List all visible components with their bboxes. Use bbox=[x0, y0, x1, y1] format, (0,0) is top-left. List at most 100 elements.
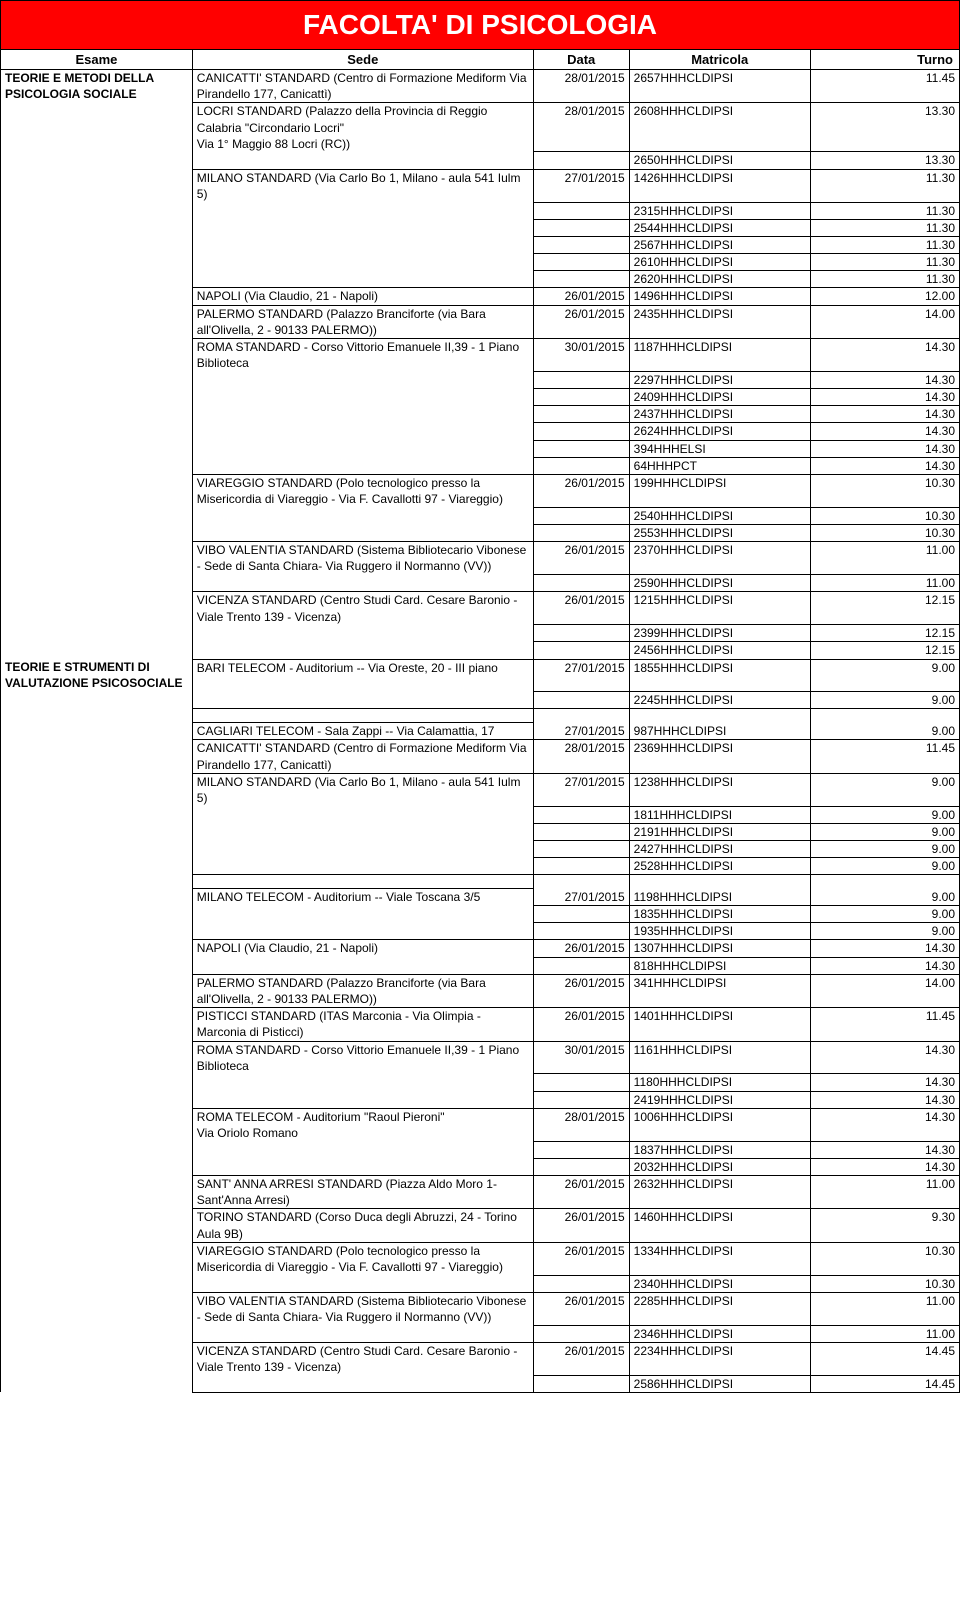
turno-cell: 11.30 bbox=[810, 219, 959, 236]
exam-name-cell bbox=[1, 642, 193, 659]
exam-name-cell bbox=[1, 1242, 193, 1275]
venue-cell: ROMA STANDARD - Corso Vittorio Emanuele … bbox=[192, 339, 533, 372]
table-row: 2456HHHCLDIPSI12.15 bbox=[1, 642, 960, 659]
date-cell: 28/01/2015 bbox=[533, 70, 629, 103]
venue-cell bbox=[192, 625, 533, 642]
exam-name-cell bbox=[1, 1209, 193, 1242]
table-row: PALERMO STANDARD (Palazzo Branciforte (v… bbox=[1, 974, 960, 1007]
turno-cell: 11.30 bbox=[810, 271, 959, 288]
turno-cell: 14.30 bbox=[810, 957, 959, 974]
venue-cell: MILANO STANDARD (Via Carlo Bo 1, Milano … bbox=[192, 169, 533, 202]
table-row: 64HHHPCT14.30 bbox=[1, 457, 960, 474]
date-cell bbox=[533, 457, 629, 474]
turno-cell: 11.30 bbox=[810, 236, 959, 253]
matricola-cell: 2632HHHCLDIPSI bbox=[629, 1176, 810, 1209]
turno-cell: 12.15 bbox=[810, 592, 959, 625]
venue-cell: VIBO VALENTIA STANDARD (Sistema Bibliote… bbox=[192, 1292, 533, 1325]
turno-cell: 12.15 bbox=[810, 625, 959, 642]
turno-cell: 9.00 bbox=[810, 773, 959, 806]
table-row: 2409HHHCLDIPSI14.30 bbox=[1, 389, 960, 406]
venue-cell: ROMA STANDARD - Corso Vittorio Emanuele … bbox=[192, 1041, 533, 1074]
venue-cell bbox=[192, 858, 533, 875]
venue-cell: NAPOLI (Via Claudio, 21 - Napoli) bbox=[192, 940, 533, 957]
venue-cell bbox=[192, 236, 533, 253]
matricola-cell: 2409HHHCLDIPSI bbox=[629, 389, 810, 406]
turno-cell: 14.30 bbox=[810, 423, 959, 440]
date-cell: 26/01/2015 bbox=[533, 475, 629, 508]
venue-cell bbox=[192, 1141, 533, 1158]
page-title: FACOLTA' DI PSICOLOGIA bbox=[0, 0, 960, 49]
matricola-cell: 1161HHHCLDIPSI bbox=[629, 1041, 810, 1074]
matricola-cell: 1334HHHCLDIPSI bbox=[629, 1242, 810, 1275]
date-cell bbox=[533, 389, 629, 406]
table-row: 2544HHHCLDIPSI11.30 bbox=[1, 219, 960, 236]
matricola-cell: 1238HHHCLDIPSI bbox=[629, 773, 810, 806]
exam-name-cell bbox=[1, 1325, 193, 1342]
table-row: 2399HHHCLDIPSI12.15 bbox=[1, 625, 960, 642]
matricola-cell: 2245HHHCLDIPSI bbox=[629, 691, 810, 708]
table-row: VICENZA STANDARD (Centro Studi Card. Ces… bbox=[1, 1342, 960, 1375]
turno-cell: 14.30 bbox=[810, 339, 959, 372]
venue-cell bbox=[192, 406, 533, 423]
turno-cell: 14.30 bbox=[810, 457, 959, 474]
table-row: PISTICCI STANDARD (ITAS Marconia - Via O… bbox=[1, 1008, 960, 1041]
venue-cell: VIAREGGIO STANDARD (Polo tecnologico pre… bbox=[192, 475, 533, 508]
venue-cell bbox=[192, 1375, 533, 1392]
table-row: VICENZA STANDARD (Centro Studi Card. Ces… bbox=[1, 592, 960, 625]
date-cell bbox=[533, 271, 629, 288]
matricola-cell: 818HHHCLDIPSI bbox=[629, 957, 810, 974]
exam-name-cell bbox=[1, 823, 193, 840]
date-cell: 27/01/2015 bbox=[533, 659, 629, 691]
exam-name-cell bbox=[1, 254, 193, 271]
date-cell: 27/01/2015 bbox=[533, 773, 629, 806]
exam-name-cell bbox=[1, 219, 193, 236]
table-row: 2540HHHCLDIPSI10.30 bbox=[1, 507, 960, 524]
turno-cell: 14.30 bbox=[810, 1141, 959, 1158]
venue-cell bbox=[192, 202, 533, 219]
exam-name-cell bbox=[1, 1041, 193, 1074]
table-row: VIAREGGIO STANDARD (Polo tecnologico pre… bbox=[1, 1242, 960, 1275]
date-cell bbox=[533, 806, 629, 823]
table-row: 818HHHCLDIPSI14.30 bbox=[1, 957, 960, 974]
exam-name-cell bbox=[1, 475, 193, 508]
date-cell bbox=[533, 575, 629, 592]
exam-name-cell bbox=[1, 1158, 193, 1175]
turno-cell: 14.30 bbox=[810, 406, 959, 423]
spacer-row bbox=[1, 875, 960, 889]
exam-name-cell bbox=[1, 691, 193, 708]
matricola-cell: 2657HHHCLDIPSI bbox=[629, 70, 810, 103]
date-cell bbox=[533, 202, 629, 219]
table-row: 2567HHHCLDIPSI11.30 bbox=[1, 236, 960, 253]
table-row: VIBO VALENTIA STANDARD (Sistema Bibliote… bbox=[1, 542, 960, 575]
turno-cell: 11.45 bbox=[810, 70, 959, 103]
matricola-cell: 2553HHHCLDIPSI bbox=[629, 525, 810, 542]
table-row: TEORIE E METODI DELLA PSICOLOGIA SOCIALE… bbox=[1, 70, 960, 103]
date-cell: 26/01/2015 bbox=[533, 592, 629, 625]
table-row: 2437HHHCLDIPSI14.30 bbox=[1, 406, 960, 423]
table-row: NAPOLI (Via Claudio, 21 - Napoli)26/01/2… bbox=[1, 288, 960, 305]
venue-cell: MILANO STANDARD (Via Carlo Bo 1, Milano … bbox=[192, 773, 533, 806]
date-cell: 27/01/2015 bbox=[533, 723, 629, 740]
turno-cell: 10.30 bbox=[810, 475, 959, 508]
matricola-cell: 1935HHHCLDIPSI bbox=[629, 923, 810, 940]
matricola-cell: 1837HHHCLDIPSI bbox=[629, 1141, 810, 1158]
matricola-cell: 2610HHHCLDIPSI bbox=[629, 254, 810, 271]
date-cell bbox=[533, 957, 629, 974]
date-cell: 28/01/2015 bbox=[533, 1108, 629, 1141]
venue-cell: PALERMO STANDARD (Palazzo Branciforte (v… bbox=[192, 305, 533, 338]
turno-cell: 11.30 bbox=[810, 169, 959, 202]
date-cell: 27/01/2015 bbox=[533, 889, 629, 906]
matricola-cell: 1180HHHCLDIPSI bbox=[629, 1074, 810, 1091]
date-cell bbox=[533, 254, 629, 271]
date-cell: 26/01/2015 bbox=[533, 1176, 629, 1209]
exam-name-cell bbox=[1, 371, 193, 388]
venue-cell bbox=[192, 219, 533, 236]
matricola-cell: 987HHHCLDIPSI bbox=[629, 723, 810, 740]
venue-cell bbox=[192, 440, 533, 457]
turno-cell: 14.30 bbox=[810, 1074, 959, 1091]
table-row: ROMA STANDARD - Corso Vittorio Emanuele … bbox=[1, 1041, 960, 1074]
date-cell bbox=[533, 906, 629, 923]
exam-name-cell bbox=[1, 103, 193, 152]
turno-cell: 11.00 bbox=[810, 1292, 959, 1325]
date-cell bbox=[533, 525, 629, 542]
